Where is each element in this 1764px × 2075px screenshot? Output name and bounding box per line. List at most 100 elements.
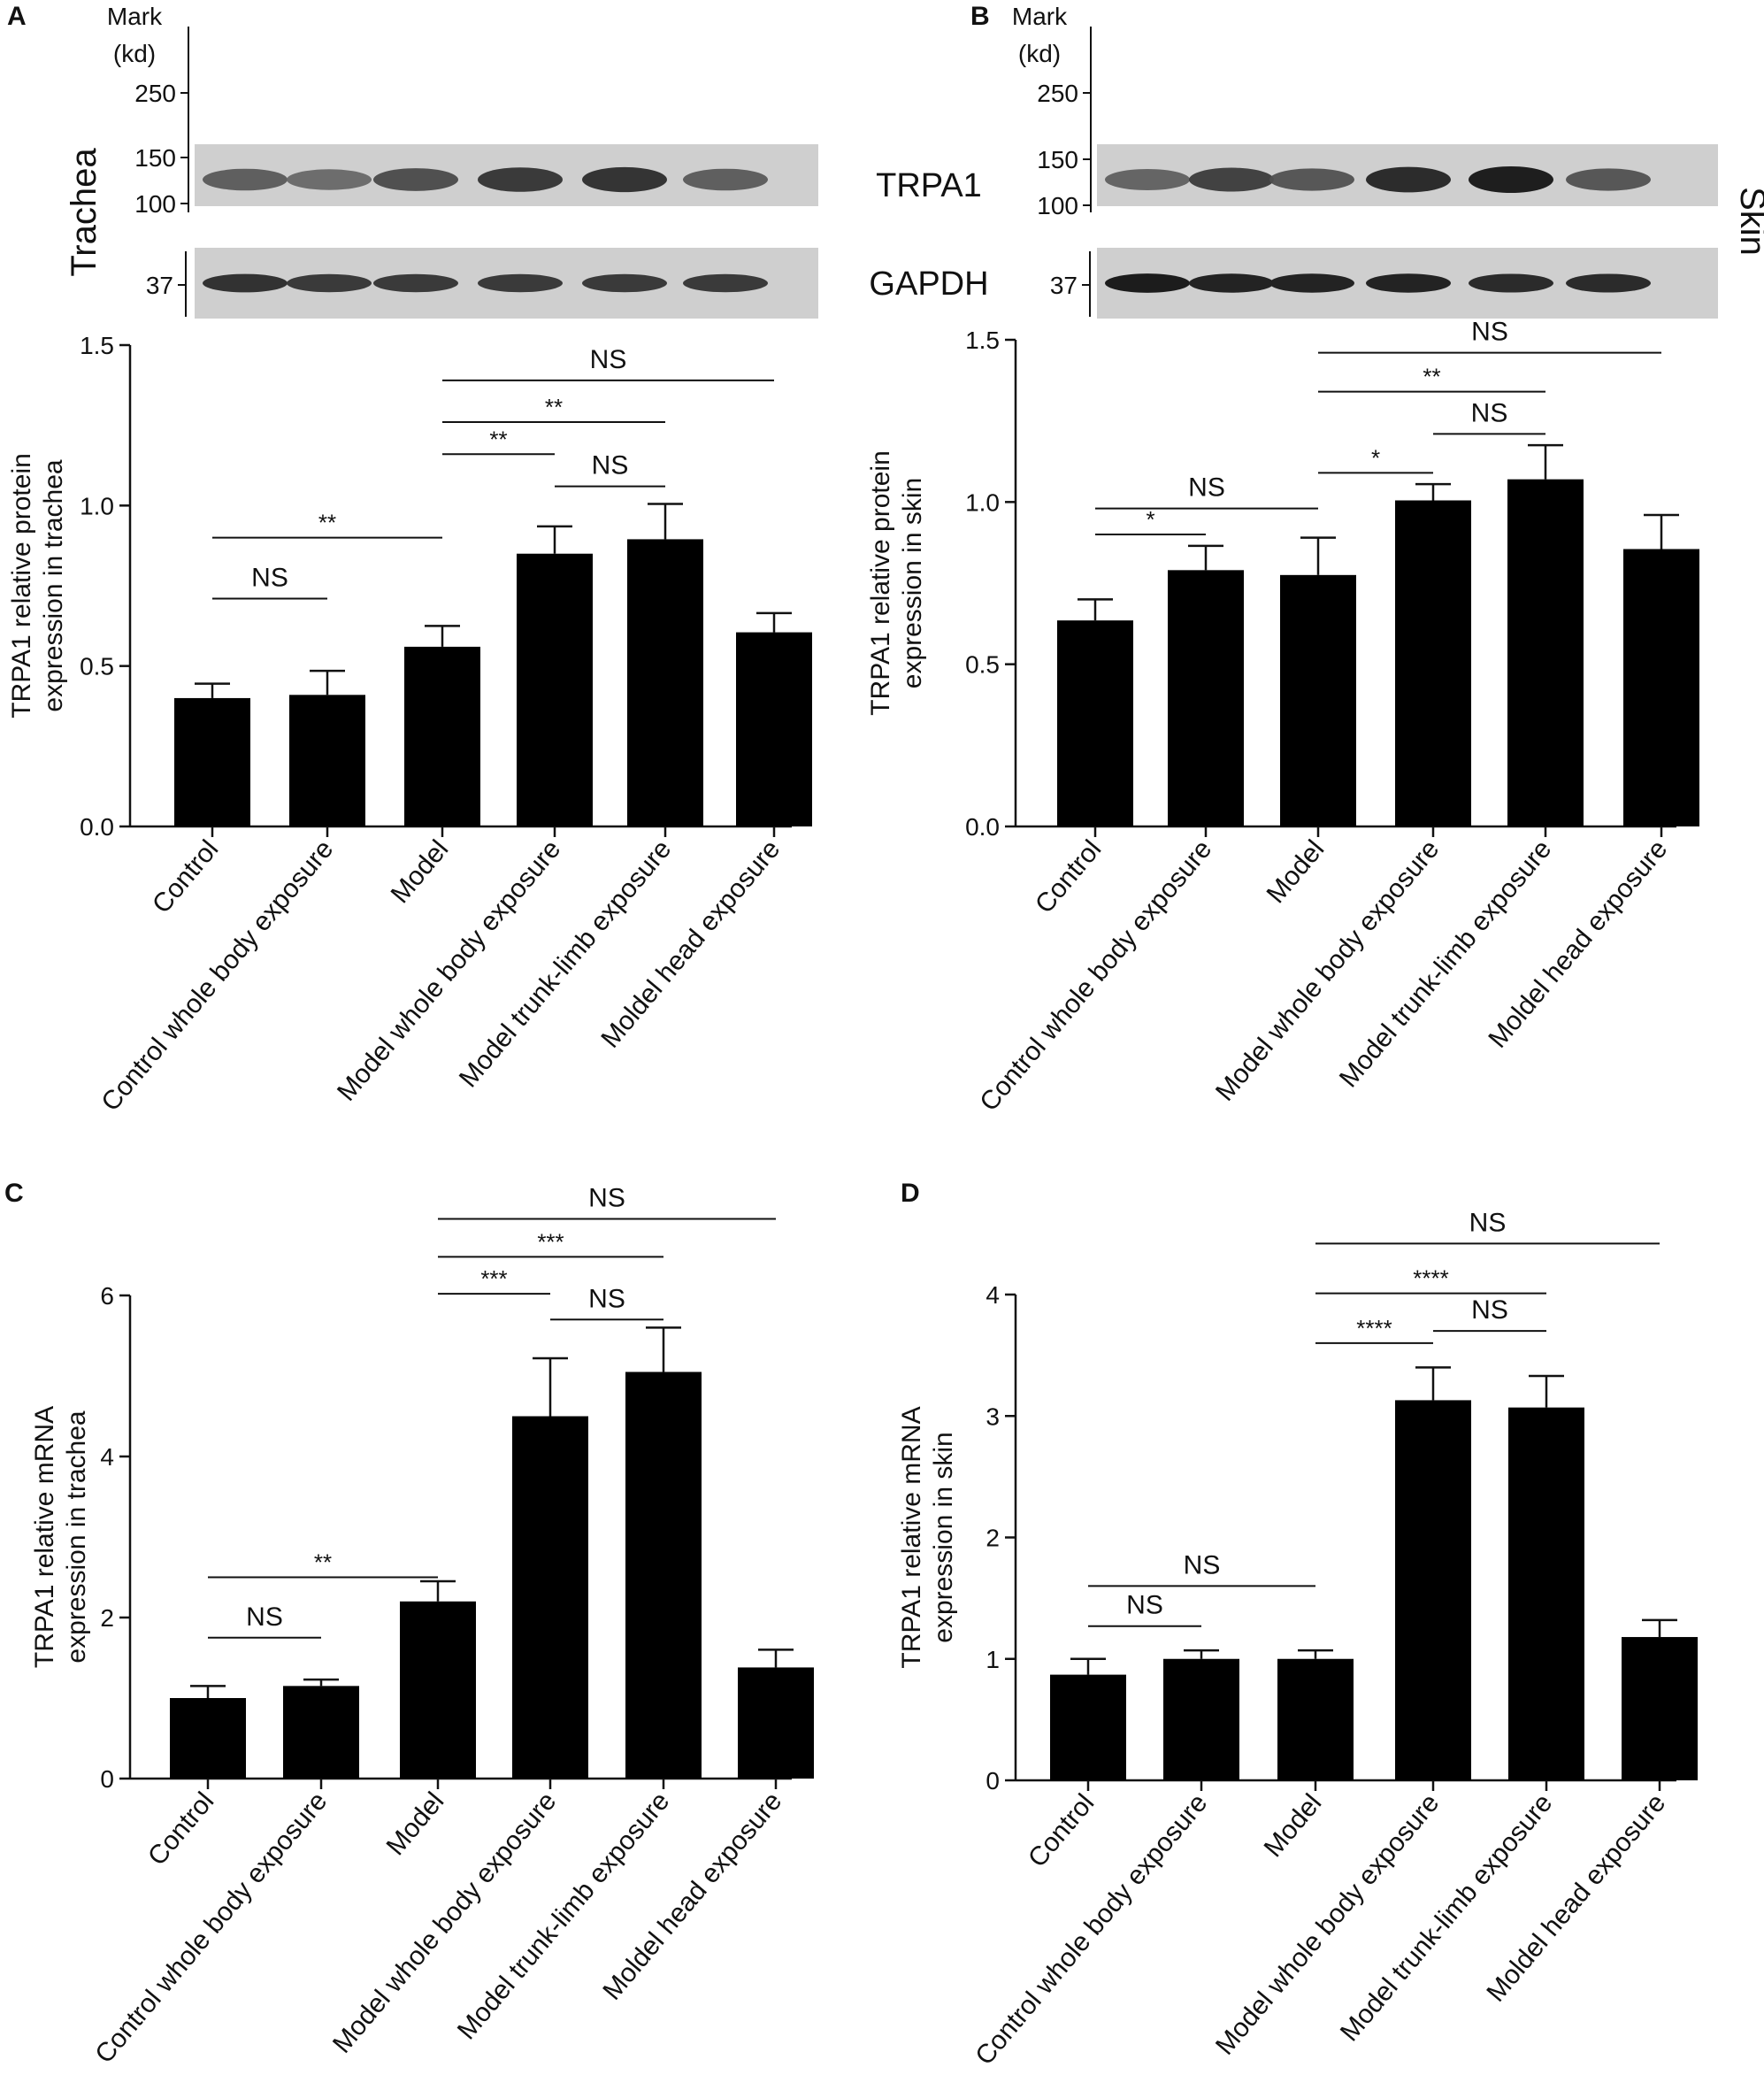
panel-label: B bbox=[970, 2, 990, 31]
y-tick-label: 1.0 bbox=[80, 492, 114, 519]
y-tick-label: 1.5 bbox=[965, 327, 1000, 354]
gapdh-band bbox=[1566, 273, 1651, 293]
gapdh-band bbox=[683, 273, 768, 293]
significance-label: **** bbox=[1413, 1265, 1448, 1292]
bar bbox=[1395, 500, 1471, 826]
trpa1-label: TRPA1 bbox=[876, 167, 982, 204]
y-tick-label: 1.0 bbox=[965, 488, 1000, 516]
bar bbox=[1623, 549, 1699, 826]
bar bbox=[1050, 1674, 1126, 1780]
x-tick-label: Control whole body exposure bbox=[96, 834, 339, 1117]
bar bbox=[1395, 1400, 1471, 1780]
significance-label: * bbox=[1146, 506, 1154, 533]
bar bbox=[404, 646, 480, 826]
bar bbox=[517, 553, 593, 826]
bar bbox=[283, 1686, 359, 1779]
mark-header: Mark bbox=[107, 3, 163, 30]
trpa1-band bbox=[683, 168, 768, 191]
trpa1-band bbox=[203, 168, 288, 191]
gapdh-marker-label: 37 bbox=[146, 272, 173, 299]
trpa1-band bbox=[478, 167, 563, 192]
significance-label: ** bbox=[1423, 364, 1440, 390]
bar bbox=[512, 1416, 588, 1779]
significance-label: ** bbox=[314, 1549, 332, 1576]
gapdh-band bbox=[1189, 273, 1274, 293]
x-tick-label: Control bbox=[142, 1787, 219, 1871]
gapdh-label: GAPDH bbox=[869, 265, 988, 303]
significance-label: *** bbox=[537, 1228, 564, 1255]
gapdh-band bbox=[1269, 273, 1354, 293]
x-tick-label: Model whole body exposure bbox=[332, 834, 566, 1106]
significance-label: *** bbox=[480, 1265, 507, 1292]
x-tick-label: Model bbox=[1262, 834, 1331, 909]
significance-label: NS bbox=[1469, 1208, 1507, 1237]
trpa1-band bbox=[1105, 169, 1190, 190]
gapdh-band bbox=[373, 273, 458, 293]
panel-label: A bbox=[7, 2, 27, 31]
trpa1-band bbox=[373, 168, 458, 191]
significance-label: ** bbox=[318, 510, 336, 536]
y-axis-label: expression in skin bbox=[898, 478, 927, 688]
x-tick-label: Control bbox=[147, 834, 224, 918]
x-tick-label: Model bbox=[381, 1787, 450, 1861]
significance-label: **** bbox=[1356, 1315, 1392, 1341]
x-tick-label: Control bbox=[1023, 1788, 1100, 1872]
trpa1-band bbox=[1366, 166, 1451, 193]
y-tick-label: 0.0 bbox=[80, 813, 114, 841]
y-tick-label: 2 bbox=[100, 1604, 114, 1632]
y-tick-label: 2 bbox=[986, 1525, 1000, 1552]
x-tick-label: Model bbox=[1259, 1788, 1328, 1863]
panel-label: C bbox=[4, 1179, 24, 1208]
x-tick-label: Model trunk-limb exposure bbox=[452, 1787, 675, 2045]
bar-chart: C 0 2 4 6 TRPA1 relative mRNA expression in tr… bbox=[4, 1179, 814, 2069]
y-tick-label: 0.5 bbox=[80, 653, 114, 680]
trpa1-band bbox=[287, 169, 372, 190]
gapdh-band bbox=[287, 273, 372, 293]
gapdh-band bbox=[1469, 273, 1553, 293]
significance-label: NS bbox=[1471, 398, 1508, 427]
bar bbox=[738, 1667, 814, 1779]
gapdh-band bbox=[478, 273, 563, 293]
gapdh-band bbox=[582, 273, 667, 293]
bar bbox=[174, 697, 250, 826]
significance-label: NS bbox=[1471, 1295, 1508, 1325]
bar bbox=[1622, 1637, 1698, 1780]
significance-label: NS bbox=[1126, 1591, 1163, 1620]
bar-chart: 0.0 0.5 1.0 1.5 TRPA1 relative protein expres… bbox=[866, 318, 1699, 1117]
bar bbox=[1163, 1658, 1239, 1780]
bar bbox=[736, 632, 812, 826]
bar bbox=[1057, 620, 1133, 826]
x-tick-label: Model trunk-limb exposure bbox=[1334, 834, 1557, 1093]
y-axis-label: expression in skin bbox=[929, 1432, 958, 1642]
marker-tick-label: 150 bbox=[134, 144, 176, 172]
y-tick-label: 0 bbox=[100, 1765, 114, 1793]
bar bbox=[625, 1372, 702, 1779]
bar bbox=[1168, 570, 1244, 826]
y-tick-label: 3 bbox=[986, 1403, 1000, 1430]
significance-label: NS bbox=[590, 345, 627, 374]
bar bbox=[627, 539, 703, 826]
y-axis-label: expression in trachea bbox=[39, 459, 68, 711]
marker-tick-label: 250 bbox=[134, 80, 176, 107]
y-tick-label: 1 bbox=[986, 1646, 1000, 1673]
significance-label: ** bbox=[489, 426, 507, 452]
x-tick-label: Moldel head exposure bbox=[595, 834, 786, 1053]
bar bbox=[289, 695, 365, 826]
x-tick-label: Model whole body exposure bbox=[327, 1787, 562, 2058]
x-tick-label: Model whole body exposure bbox=[1210, 1788, 1445, 2060]
y-axis-label: TRPA1 relative protein bbox=[866, 450, 895, 716]
x-tick-label: Control whole body exposure bbox=[974, 834, 1217, 1117]
significance-label: NS bbox=[1184, 1550, 1221, 1579]
gapdh-band bbox=[1366, 273, 1451, 293]
significance-label: NS bbox=[588, 1284, 625, 1313]
marker-tick-label: 150 bbox=[1037, 146, 1078, 173]
marker-tick-label: 100 bbox=[134, 190, 176, 218]
tissue-label: Skin bbox=[1733, 187, 1764, 256]
x-tick-label: Control whole body exposure bbox=[970, 1788, 1213, 2071]
bar bbox=[1280, 574, 1356, 826]
significance-label: * bbox=[1371, 444, 1380, 471]
y-tick-label: 0.0 bbox=[965, 813, 1000, 841]
y-axis-label: expression in trachea bbox=[62, 1410, 91, 1663]
trpa1-band bbox=[1269, 168, 1354, 191]
